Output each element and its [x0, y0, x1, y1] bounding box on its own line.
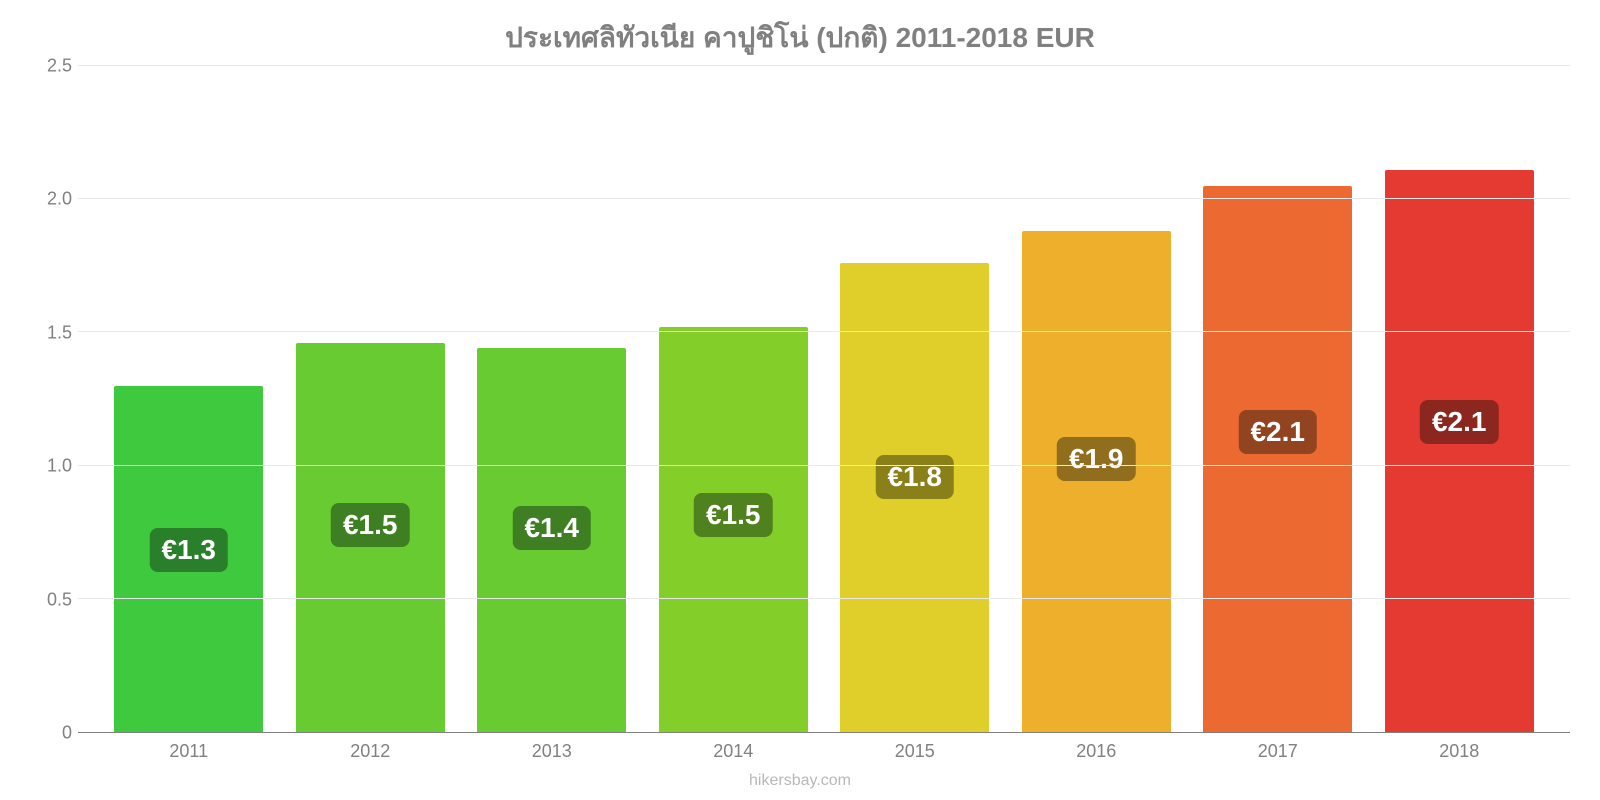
y-tick-label: 1.0 — [47, 456, 72, 477]
bar-value-label: €2.1 — [1238, 410, 1317, 454]
x-axis-row: 20112012201320142015201620172018 — [30, 733, 1570, 762]
bar-value-label: €1.3 — [149, 528, 228, 572]
y-tick-label: 2.5 — [47, 56, 72, 77]
bar: €1.8 — [840, 263, 989, 732]
bar: €1.5 — [659, 327, 808, 732]
x-tick-label: 2018 — [1369, 741, 1551, 762]
gridline — [78, 598, 1570, 599]
x-tick-label: 2012 — [280, 741, 462, 762]
gridline — [78, 198, 1570, 199]
bar-value-label: €1.5 — [331, 503, 410, 547]
x-tick-label: 2017 — [1187, 741, 1369, 762]
bar-slot: €1.5 — [643, 66, 825, 732]
bar-slot: €1.3 — [98, 66, 280, 732]
gridline — [78, 65, 1570, 66]
bar-value-label: €1.4 — [512, 506, 591, 550]
bar-slot: €1.8 — [824, 66, 1006, 732]
bar-value-label: €1.5 — [694, 493, 773, 537]
bar-value-label: €2.1 — [1420, 400, 1499, 444]
bar-slot: €1.9 — [1006, 66, 1188, 732]
bar: €1.3 — [114, 386, 263, 732]
bars-group: €1.3 €1.5 €1.4 €1.5 €1.8 €1.9 €2.1 €2.1 — [78, 66, 1570, 732]
x-tick-label: 2011 — [98, 741, 280, 762]
bar-slot: €1.4 — [461, 66, 643, 732]
plot-row: 00.51.01.52.02.5 €1.3€1.5€1.4€1.5€1.8€1.… — [30, 66, 1570, 733]
credit-text: hikersbay.com — [30, 772, 1570, 790]
bar-value-label: €1.9 — [1057, 437, 1136, 481]
y-tick-label: 2.0 — [47, 189, 72, 210]
bar-slot: €1.5 — [280, 66, 462, 732]
x-axis: 20112012201320142015201620172018 — [78, 733, 1570, 762]
bar: €2.1 — [1385, 170, 1534, 732]
y-tick-label: 0 — [62, 723, 72, 744]
bar-value-label: €1.8 — [875, 455, 954, 499]
y-axis: 00.51.01.52.02.5 — [30, 66, 78, 733]
x-tick-label: 2015 — [824, 741, 1006, 762]
bar: €1.4 — [477, 348, 626, 732]
chart-container: ประเทศลิทัวเนีย คาปูชิโน่ (ปกติ) 2011-20… — [0, 0, 1600, 800]
bar-slot: €2.1 — [1187, 66, 1369, 732]
bar: €1.9 — [1022, 231, 1171, 732]
bar: €2.1 — [1203, 186, 1352, 732]
y-tick-label: 0.5 — [47, 589, 72, 610]
plot-area: €1.3 €1.5 €1.4 €1.5 €1.8 €1.9 €2.1 €2.1 — [78, 66, 1570, 733]
x-tick-label: 2016 — [1006, 741, 1188, 762]
x-tick-label: 2014 — [643, 741, 825, 762]
x-tick-label: 2013 — [461, 741, 643, 762]
bar-slot: €2.1 — [1369, 66, 1551, 732]
chart-title: ประเทศลิทัวเนีย คาปูชิโน่ (ปกติ) 2011-20… — [30, 16, 1570, 60]
gridline — [78, 465, 1570, 466]
y-tick-label: 1.5 — [47, 322, 72, 343]
bar: €1.5 — [296, 343, 445, 732]
gridline — [78, 331, 1570, 332]
